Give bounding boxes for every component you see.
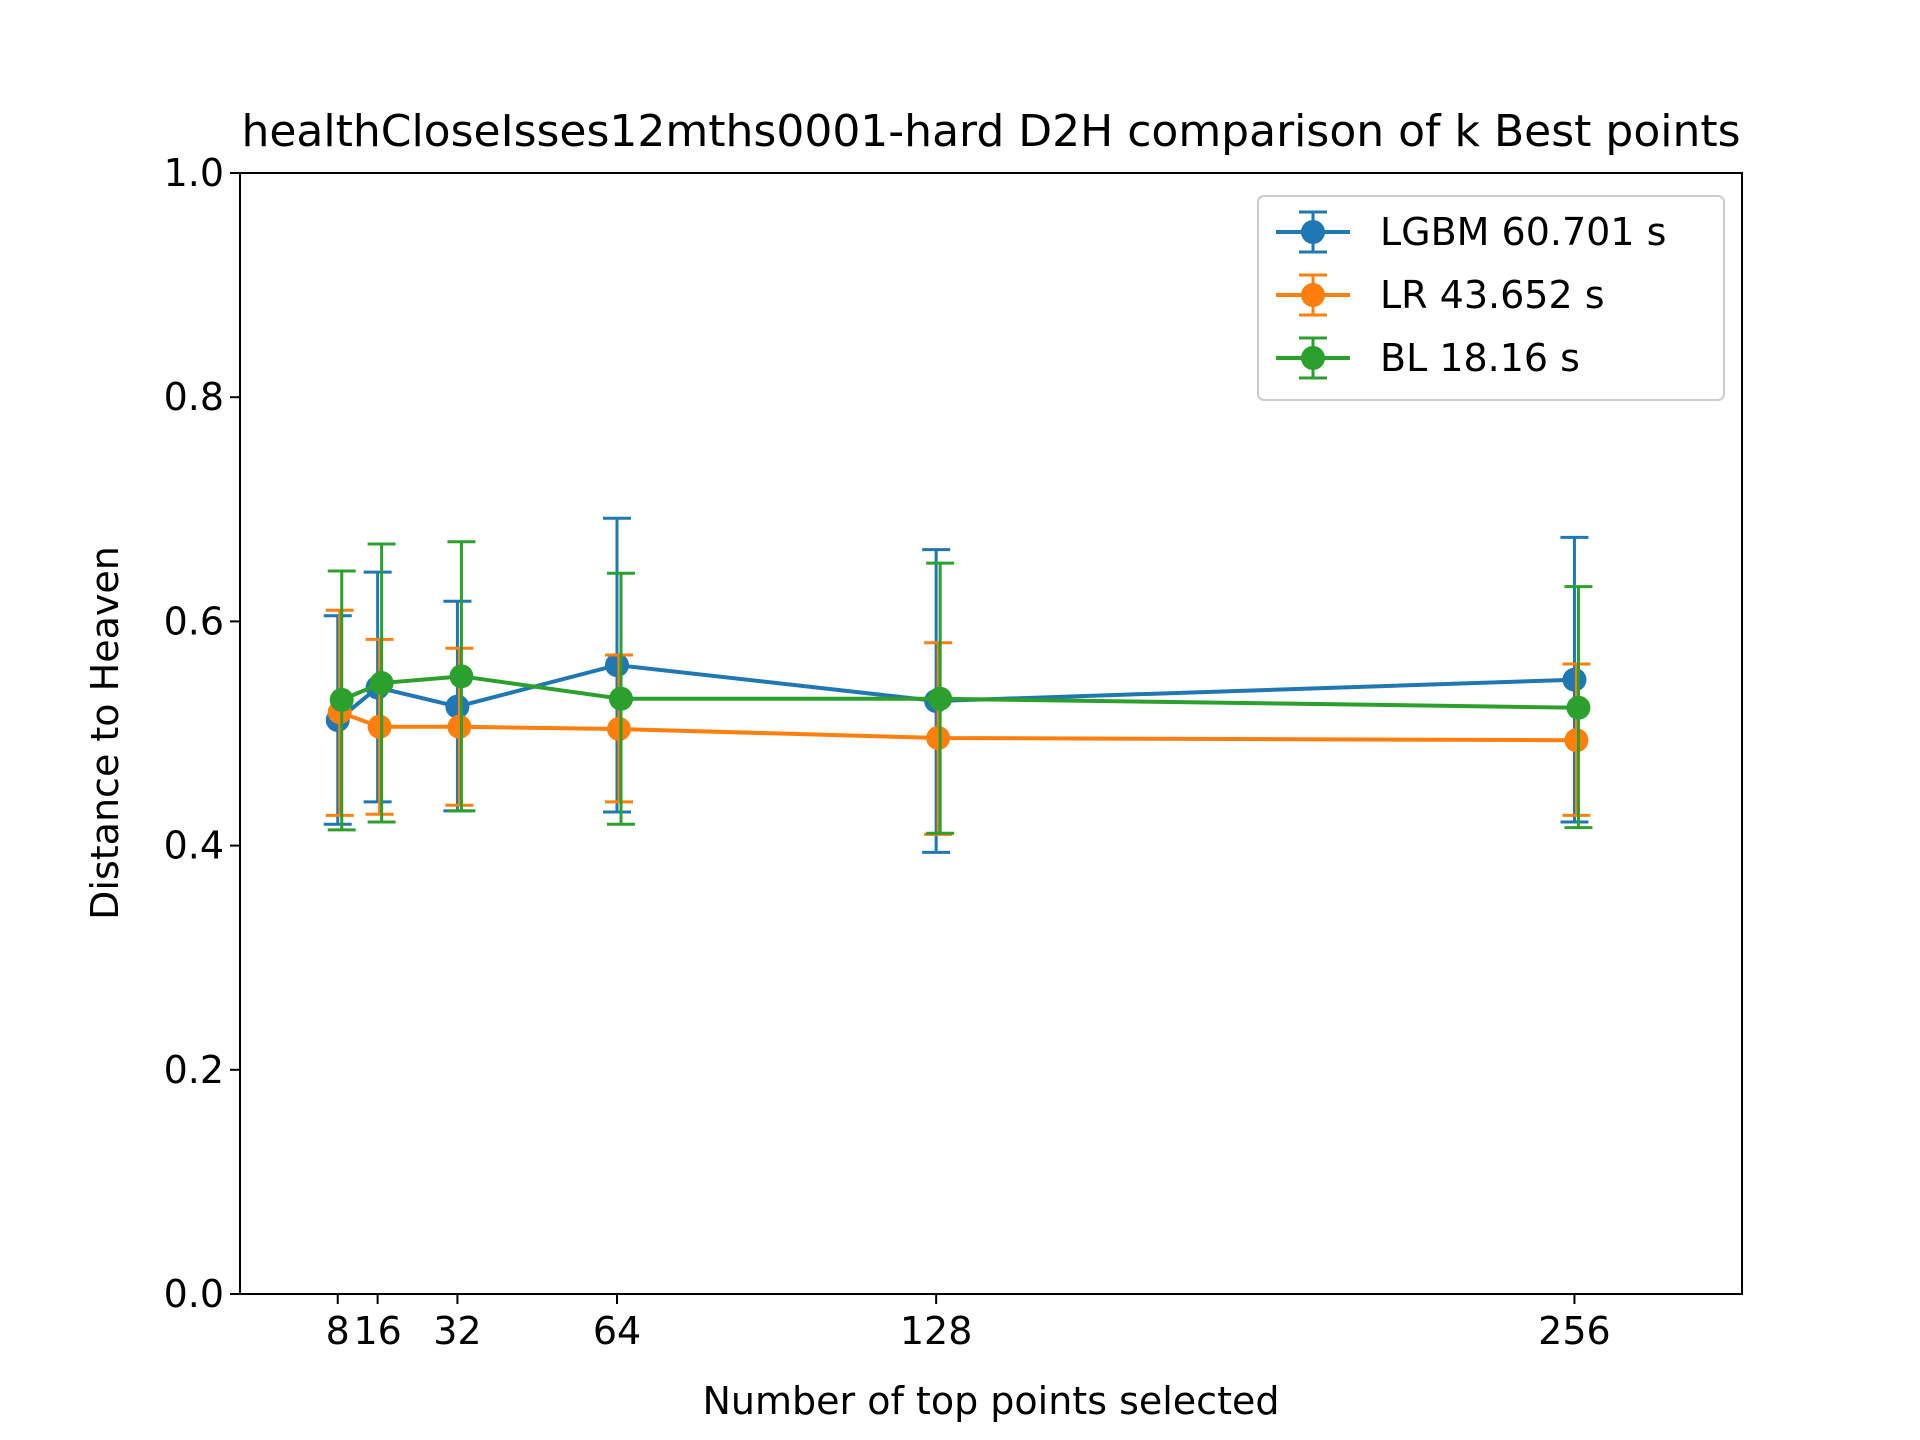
data-point [606, 717, 631, 742]
legend-label: LR 43.652 s [1380, 273, 1605, 317]
plot-area [239, 172, 1743, 1295]
data-point [928, 686, 953, 711]
data-point [604, 653, 629, 678]
x-tick-label: 128 [900, 1309, 973, 1353]
legend-box [1257, 195, 1725, 401]
y-tick-label: 0.2 [164, 1048, 224, 1092]
y-tick-label: 1.0 [164, 151, 224, 195]
data-point [445, 694, 470, 719]
series-layer [323, 516, 1593, 854]
plot-frame [239, 172, 1743, 1295]
data-point [608, 686, 633, 711]
legend: LGBM 60.701 s LR 43.652 s BL 18.16 s [1257, 195, 1725, 401]
x-axis: 8 16 32 64 128 256 [326, 1294, 1611, 1353]
y-tick-label: 0.4 [164, 824, 224, 868]
data-point [1562, 667, 1587, 692]
data-point [1564, 728, 1589, 753]
x-tick-label: 16 [353, 1309, 401, 1353]
x-tick-label: 64 [593, 1309, 641, 1353]
legend-label: BL 18.16 s [1380, 336, 1580, 380]
data-point [369, 671, 394, 696]
x-tick-label: 256 [1538, 1309, 1611, 1353]
y-tick-label: 0.0 [164, 1272, 224, 1316]
y-axis-label: Distance to Heaven [83, 546, 127, 920]
data-point [449, 664, 474, 689]
y-tick-label: 0.6 [164, 599, 224, 643]
data-point [447, 714, 472, 739]
legend-marker [1301, 346, 1325, 370]
chart-title: healthCloseIsses12mths0001-hard D2H comp… [241, 106, 1740, 157]
data-point [329, 687, 354, 712]
legend-marker [1301, 220, 1325, 244]
data-point [1566, 695, 1591, 720]
series-1 [325, 608, 1591, 836]
x-tick-label: 32 [433, 1309, 481, 1353]
series-2 [327, 540, 1593, 835]
x-axis-label: Number of top points selected [703, 1379, 1280, 1423]
y-axis: 0.0 0.2 0.4 0.6 0.8 1.0 [164, 151, 240, 1316]
y-tick-label: 0.8 [164, 375, 224, 419]
data-point [926, 725, 951, 750]
legend-label: LGBM 60.701 s [1380, 210, 1666, 254]
x-tick-label: 8 [326, 1309, 350, 1353]
data-point [367, 714, 392, 739]
legend-marker [1301, 283, 1325, 307]
